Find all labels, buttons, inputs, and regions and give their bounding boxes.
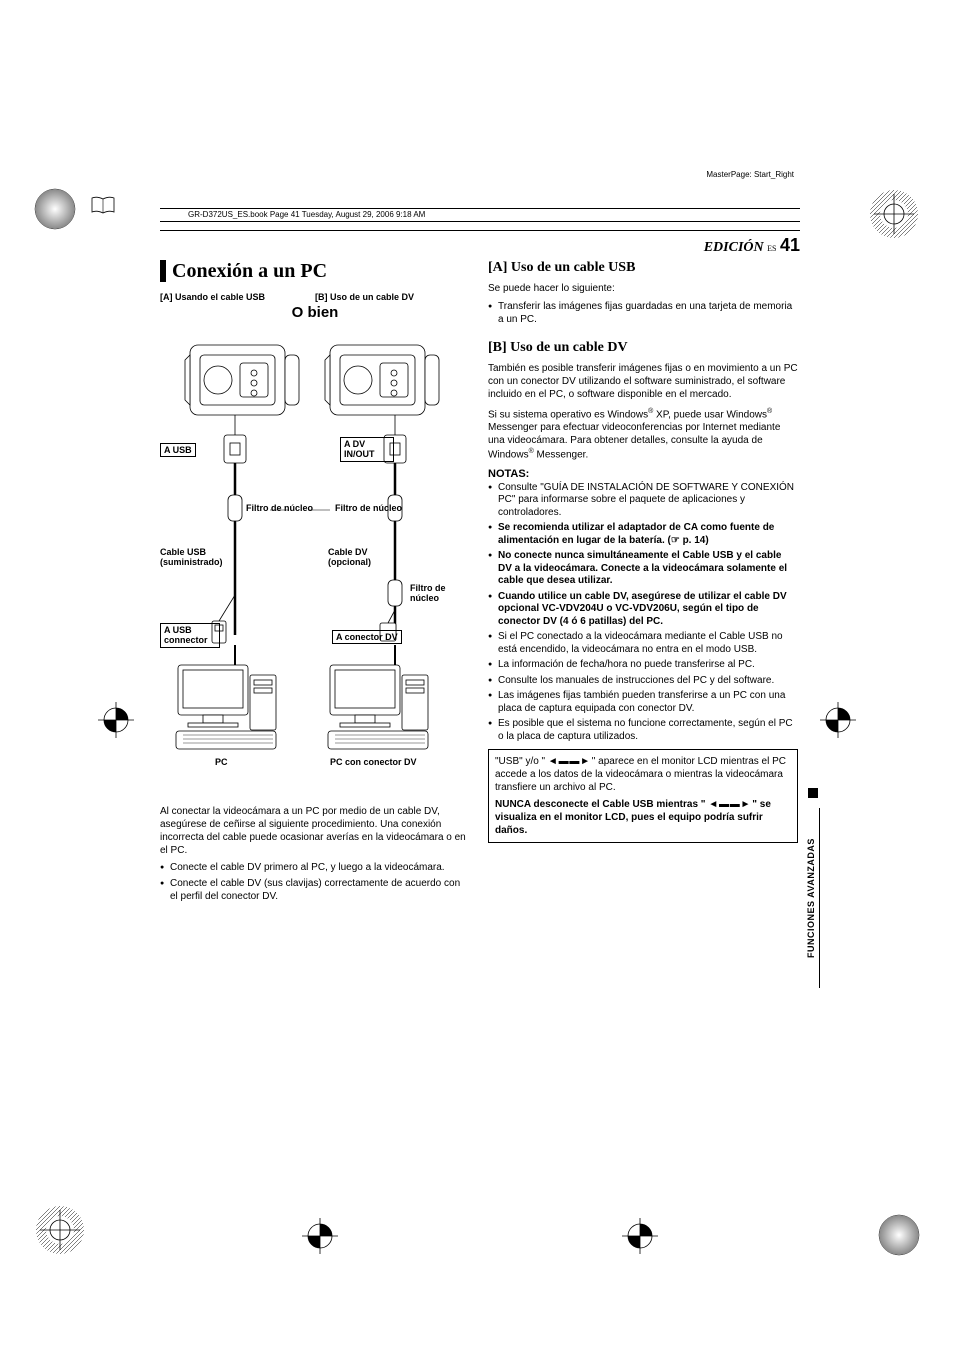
crop-mark-tr [864,184,924,244]
left-column: Conexión a un PC [A] Usando el cable USB… [160,260,470,906]
masterpage-label: MasterPage: Start_Right [706,170,794,179]
notas-heading: NOTAS: [488,468,798,480]
b-p2b: XP, puede usar Windows [653,409,767,420]
transfer-arrows-icon: ◄ ▬ ▬ ► [548,756,589,767]
topbar: EDICIÓN ES 41 [160,230,800,260]
header-scan-line: GR-D372US_ES.book Page 41 Tuesday, Augus… [160,208,800,222]
obien-label: O bien [160,304,470,321]
crop-mark-ml [96,700,136,740]
lbl-filtro-l: Filtro de núcleo [246,503,324,513]
page-number: 41 [780,235,800,255]
crop-mark-bl [30,1200,90,1260]
lbl-a-usb-conn: A USB connector [160,623,220,648]
n7: Consulte los manuales de instrucciones d… [488,675,798,688]
h1-conexion: Conexión a un PC [160,260,470,282]
category-label: EDICIÓN [704,240,764,255]
crop-mark-br [874,1210,924,1260]
crop-mark-bm2 [620,1216,660,1256]
n5: Si el PC conectado a la videocámara medi… [488,631,798,656]
crop-mark-tl [30,184,80,234]
n9: Es posible que el sistema no funcione co… [488,718,798,743]
topbar-right: EDICIÓN ES 41 [704,235,800,256]
b-p2a: Si su sistema operativo es Windows [488,409,648,420]
lbl-cable-dv: Cable DV (opcional) [328,547,398,568]
crop-mark-mr [818,700,858,740]
n3: No conecte nunca simultáneamente el Cabl… [488,550,798,588]
connection-diagram: A USB A DV IN/OUT Filtro de núcleo Filtr… [160,325,470,795]
box2a: NUNCA desconecte el Cable USB mientras " [495,799,708,810]
dhead-a: [A] Usando el cable USB [160,292,315,302]
right-column: [A] Uso de un cable USB Se puede hacer l… [488,260,798,906]
transfer-arrows-icon-2: ◄ ▬ ▬ ► [708,799,749,810]
a-bullet-1: Transferir las imágenes fijas guardadas … [488,301,798,326]
side-tab-dot [806,786,820,800]
side-tab: FUNCIONES AVANZADAS [806,808,820,988]
crop-mark-bm1 [300,1216,340,1256]
n4: Cuando utilice un cable DV, asegúrese de… [488,591,798,629]
dhead-b: [B] Uso de un cable DV [315,292,470,302]
h-b-dv: [B] Uso de un cable DV [488,340,798,356]
b-p1: También es posible transferir imágenes f… [488,362,798,401]
lbl-pc: PC [215,757,228,767]
diagram-header: [A] Usando el cable USB [B] Uso de un ca… [160,292,470,302]
a-intro: Se puede hacer lo siguiente: [488,282,798,295]
note-b1: Conecte el cable DV primero al PC, y lue… [160,861,470,874]
box-line1: "USB" y/o " ◄ ▬ ▬ ► " aparece en el moni… [495,755,791,794]
usb-warning-box: "USB" y/o " ◄ ▬ ▬ ► " aparece en el moni… [488,749,798,843]
n8: Las imágenes fijas también pueden transf… [488,690,798,715]
connect-note: Al conectar la videocámara a un PC por m… [160,805,470,903]
lbl-a-dvinout: A DV IN/OUT [340,437,394,462]
page-content: EDICIÓN ES 41 Conexión a un PC [A] Usand… [160,230,800,906]
note-b2: Conecte el cable DV (sus clavijas) corre… [160,877,470,903]
note-intro: Al conectar la videocámara a un PC por m… [160,805,470,857]
lbl-a-usb: A USB [160,443,196,457]
lbl-a-conn-dv: A conector DV [332,630,402,644]
lang-label: ES [767,244,776,253]
h-a-usb: [A] Uso de un cable USB [488,260,798,276]
lbl-cable-usb: Cable USB (suministrado) [160,547,240,568]
page-ref-icon: ☞ [671,535,680,546]
box1a: "USB" y/o " [495,756,548,767]
b-p2d: Messenger. [534,450,588,461]
lbl-filtro-r: Filtro de núcleo [335,503,413,513]
lbl-pc-dv: PC con conector DV [330,757,417,767]
n1: Consulte "GUÍA DE INSTALACIÓN DE SOFTWAR… [488,482,798,520]
lbl-filtro-mid: Filtro de núcleo [410,583,465,604]
n2a: Se recomienda utilizar el adaptador de C… [498,522,774,546]
n2b: p. 14) [680,535,709,546]
book-icon [90,196,116,221]
box-line2: NUNCA desconecte el Cable USB mientras "… [495,798,791,837]
n6: La información de fecha/hora no puede tr… [488,659,798,672]
b-p2: Si su sistema operativo es Windows® XP, … [488,407,798,462]
n2: Se recomienda utilizar el adaptador de C… [488,522,798,547]
